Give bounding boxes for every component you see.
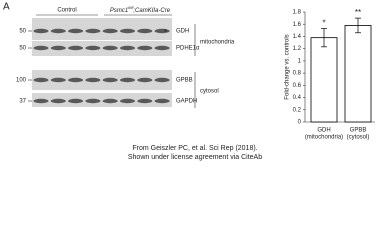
bar <box>344 25 372 123</box>
band <box>50 98 66 104</box>
fraction-label: mitochondria <box>200 40 235 46</box>
band <box>120 77 135 83</box>
y-tick-label: 1.4 <box>293 34 302 40</box>
band <box>68 28 84 34</box>
band <box>85 77 101 83</box>
blot-panel <box>32 70 172 90</box>
y-tick-label: 0.2 <box>293 107 302 113</box>
band <box>50 45 66 51</box>
band <box>68 98 84 104</box>
y-tick-label: 0 <box>298 120 302 126</box>
group-label: Control <box>57 8 76 14</box>
x-tick-note: (mitochondria) <box>305 135 343 141</box>
band <box>154 45 170 51</box>
band <box>154 77 170 83</box>
caption: From Geiszler PC, et al. Sci Rep (2018). <box>132 145 257 152</box>
blot-panel <box>32 93 172 107</box>
mw-marker: 50 <box>19 46 26 52</box>
band <box>102 98 118 104</box>
caption: Shown under license agreement via CiteAb <box>128 154 262 161</box>
band <box>33 98 49 104</box>
band <box>85 45 101 51</box>
x-tick-label: GPBB <box>350 128 367 134</box>
band <box>102 28 118 34</box>
y-tick-label: 0.8 <box>293 71 302 77</box>
band <box>33 28 49 34</box>
blot-panel <box>32 18 172 40</box>
fraction-label: cytosol <box>200 89 219 95</box>
blot-panel <box>32 41 172 56</box>
y-axis-label: Fold-change vs. controls <box>285 34 291 99</box>
band <box>137 98 153 104</box>
mw-marker: 100 <box>16 78 27 84</box>
panel-label: A <box>3 2 10 13</box>
band-label: PDHE1α <box>176 46 200 52</box>
band <box>120 28 135 34</box>
band <box>154 28 170 34</box>
asterisk: * <box>164 28 167 37</box>
gene: Psmc1 <box>110 8 128 14</box>
band <box>50 77 66 83</box>
band <box>85 28 101 34</box>
significance: ** <box>355 8 361 17</box>
y-tick-label: 0.4 <box>293 95 302 101</box>
band <box>137 28 153 34</box>
x-tick-note: (cytosol) <box>347 135 370 141</box>
y-tick-label: 1 <box>298 58 302 64</box>
blots <box>32 18 172 107</box>
band-label: GDH <box>176 29 189 35</box>
band <box>137 45 153 51</box>
band <box>102 45 118 51</box>
band-label: GAPDH <box>176 99 197 105</box>
band <box>154 98 170 104</box>
y-tick-label: 1.6 <box>293 22 302 28</box>
band <box>120 98 135 104</box>
group-label: Psmc1fl/fl;CamKIIa-Cre <box>110 5 171 14</box>
figure: A Control Psmc1fl/fl;CamKIIa-Cre * mitoc… <box>3 2 375 161</box>
band <box>68 45 84 51</box>
y-tick-label: 0.6 <box>293 83 302 89</box>
genotype: ;CamKIIa-Cre <box>133 8 170 14</box>
y-tick-label: 1.2 <box>293 46 302 52</box>
band <box>120 45 135 51</box>
band <box>137 77 153 83</box>
band <box>33 45 49 51</box>
band-label: GPBB <box>176 78 193 84</box>
band <box>33 77 49 83</box>
x-tick-label: GDH <box>317 128 330 134</box>
superscript: fl/fl <box>128 5 133 10</box>
band <box>50 28 66 34</box>
band <box>68 77 84 83</box>
y-tick-label: 1.8 <box>293 10 302 16</box>
mw-marker: 50 <box>19 29 26 35</box>
band <box>85 98 101 104</box>
bar <box>310 37 338 123</box>
mw-marker: 37 <box>19 99 26 105</box>
significance: * <box>322 19 325 28</box>
band <box>102 77 118 83</box>
